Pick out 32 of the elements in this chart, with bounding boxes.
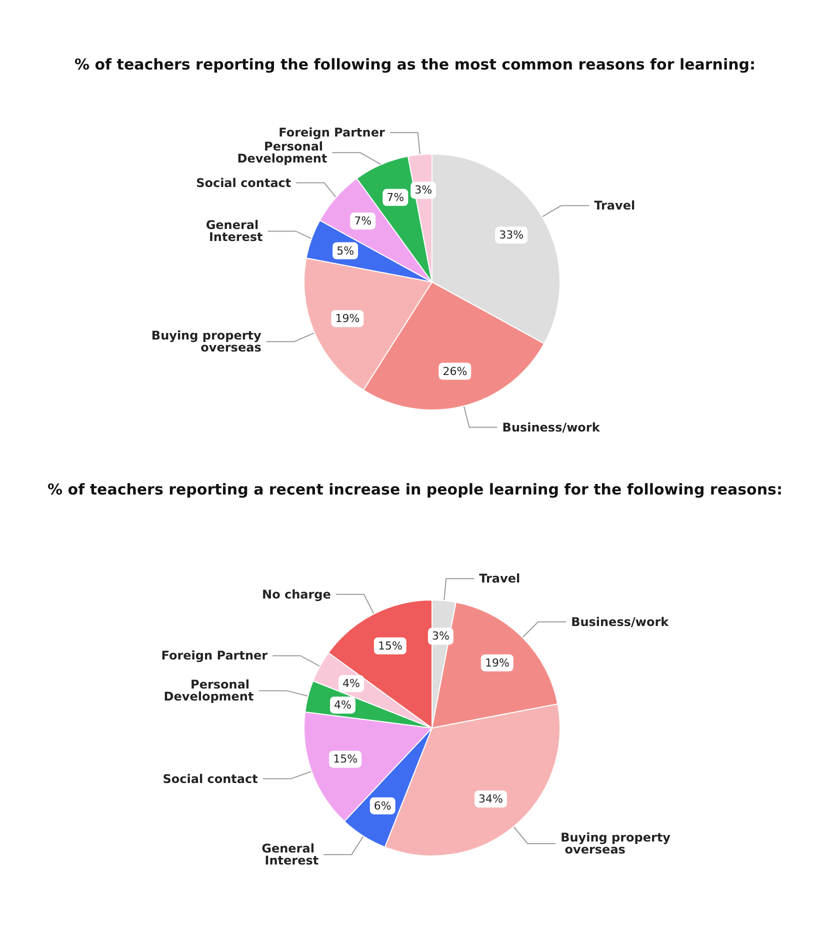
data-label: 7%	[386, 190, 404, 204]
slice-label: Personal Development	[237, 140, 328, 166]
slice-label: Business/work	[502, 420, 601, 434]
slice-label: Business/work	[571, 614, 670, 629]
data-label: 5%	[336, 244, 354, 258]
chart-title: % of teachers reporting the following as the most common reasons for learning:	[74, 56, 756, 74]
slice-label: General Interest	[262, 842, 319, 868]
data-label: 7%	[354, 214, 372, 228]
slice-label: Foreign Partner	[278, 126, 385, 140]
slice-label: General Interest	[206, 218, 264, 244]
chart-title: % of teachers reporting a recent increase in people learning for the following reasons:	[48, 480, 782, 498]
data-label: 19%	[484, 656, 510, 670]
slice-label: Travel	[594, 198, 636, 213]
slice-label: Personal Development	[164, 678, 254, 704]
slice-label: Foreign Partner	[161, 648, 268, 663]
data-label: 33%	[499, 228, 524, 242]
data-label: 15%	[333, 752, 358, 766]
data-label: 26%	[442, 364, 468, 378]
data-label: 4%	[334, 698, 352, 712]
data-label: 3%	[414, 184, 432, 197]
data-label: 4%	[342, 677, 360, 690]
data-label: 3%	[432, 630, 450, 643]
data-label: 15%	[378, 639, 402, 652]
slice-label: Buying property overseas	[560, 830, 671, 857]
slice-label: No charge	[262, 587, 331, 602]
slice-label: Travel	[479, 572, 520, 586]
data-label: 34%	[478, 792, 503, 806]
slice-label: Social contact	[162, 772, 258, 786]
slice-label: Social contact	[196, 176, 292, 190]
data-label: 19%	[335, 312, 360, 326]
slice-label: Buying property overseas	[151, 328, 262, 355]
data-label: 6%	[374, 799, 392, 812]
